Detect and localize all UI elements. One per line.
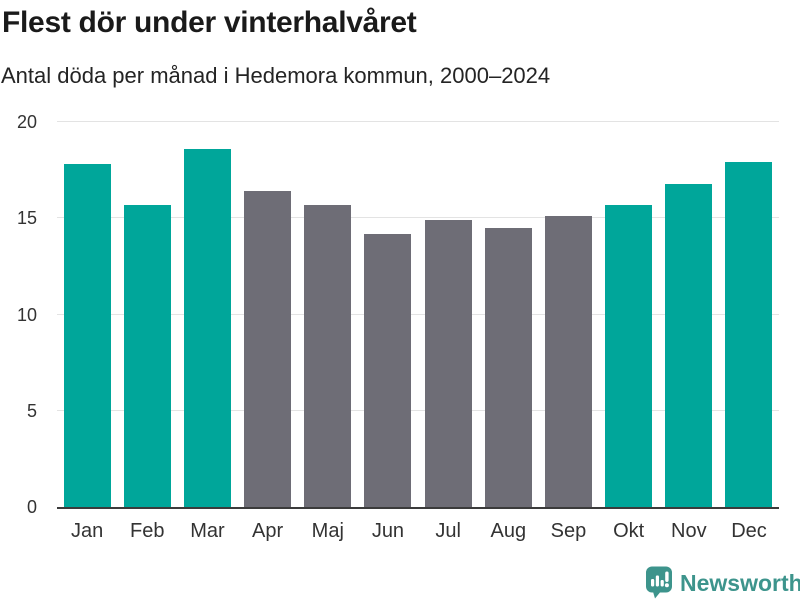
bars xyxy=(57,122,779,507)
bar-maj xyxy=(304,204,352,507)
x-axis-tick-label: Jul xyxy=(435,520,461,542)
y-axis-labels: 0 5 10 15 20 xyxy=(0,113,47,516)
chart-title: Flest dör under vinterhalvåret xyxy=(2,6,417,39)
x-axis-tick-label: Jun xyxy=(371,520,405,542)
x-axis-tick-label: Apr xyxy=(252,520,284,542)
x-axis-tick-label: Dec xyxy=(731,520,767,542)
bar-chart-speech-bubble-icon xyxy=(646,566,672,599)
y-axis-tick-label: 10 xyxy=(16,304,37,325)
bar-sep xyxy=(544,216,592,507)
bar-jul xyxy=(424,220,472,507)
bar-nov xyxy=(665,183,713,507)
x-axis-tick-label: Jan xyxy=(70,520,104,542)
x-axis-tick-label: Nov xyxy=(671,520,707,542)
bar-dec xyxy=(725,162,773,507)
gridline xyxy=(57,121,779,122)
x-axis-tick-label: Feb xyxy=(130,520,165,542)
newsworthy-logo: Newsworthy xyxy=(645,566,800,599)
gridline xyxy=(57,217,779,219)
bar-jun xyxy=(364,233,412,507)
bar-okt xyxy=(604,204,652,507)
x-axis-tick-label: Sep xyxy=(550,520,587,542)
x-axis-tick-label: Maj xyxy=(311,520,344,542)
plot-area xyxy=(57,121,779,509)
gridline xyxy=(57,313,779,315)
newsworthy-logo-text: Newsworthy xyxy=(680,569,800,596)
chart-subtitle: Antal döda per månad i Hedemora kommun, … xyxy=(1,63,551,88)
y-axis-tick-label: 0 xyxy=(26,497,37,517)
y-axis-tick-label: 20 xyxy=(16,112,37,132)
bar-apr xyxy=(244,191,292,507)
bar-aug xyxy=(484,227,532,507)
x-axis-labels: Jan Feb Mar Apr Maj Jun Jul Aug Sep Okt Nov Dec xyxy=(57,518,779,544)
bar-mar xyxy=(183,148,231,507)
x-axis-tick-label: Aug xyxy=(490,520,527,542)
x-axis-tick-label: Okt xyxy=(613,520,645,542)
y-axis-tick-label: 5 xyxy=(26,400,37,421)
x-axis-tick-label: Mar xyxy=(190,520,225,542)
bar-feb xyxy=(123,204,171,507)
y-axis-tick-label: 15 xyxy=(16,208,37,229)
bar-jan xyxy=(63,164,111,507)
gridline xyxy=(57,409,779,411)
